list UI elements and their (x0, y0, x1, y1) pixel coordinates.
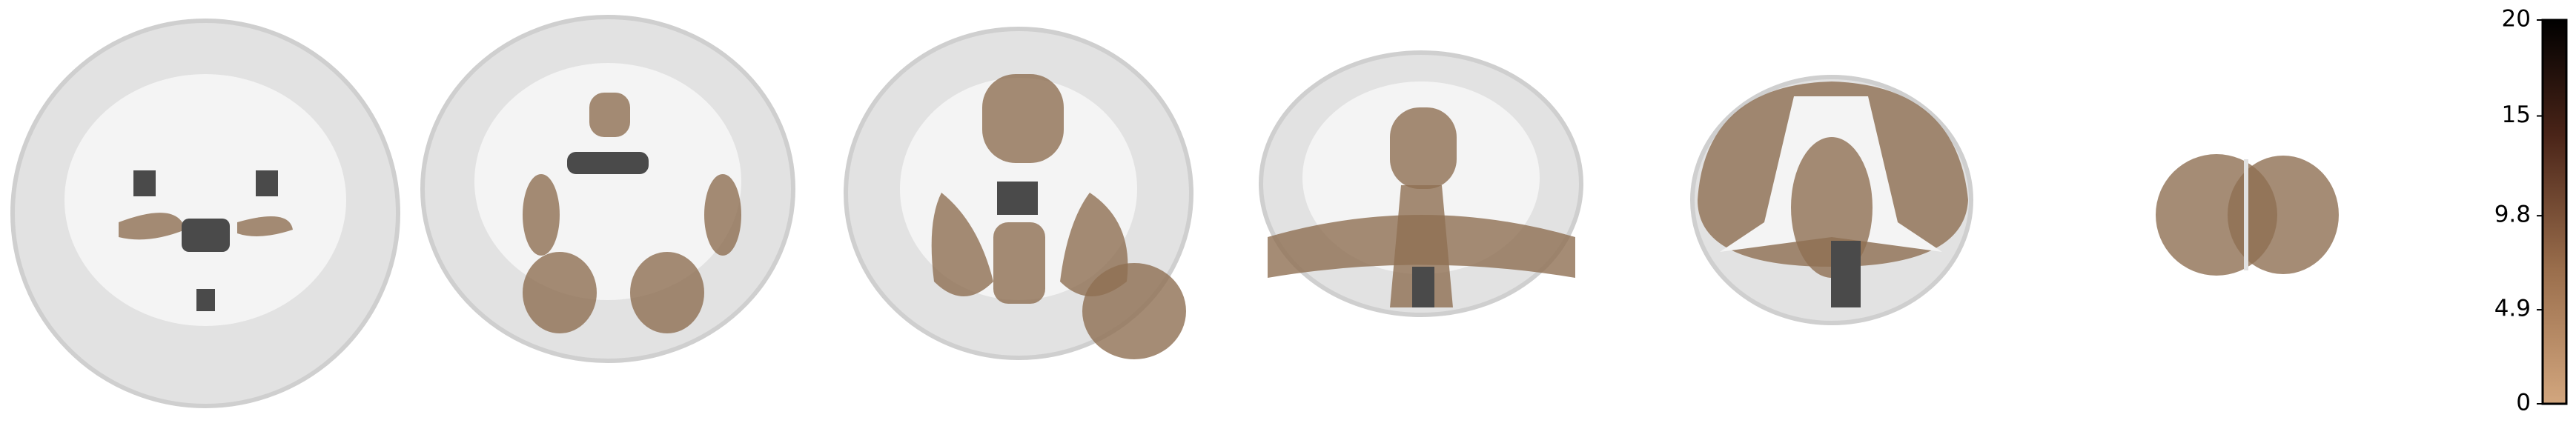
slice (2156, 154, 2339, 276)
tick-label: 15 (2502, 101, 2531, 128)
slice (1259, 50, 1583, 317)
slice (10, 19, 400, 408)
colorbar-gradient (2541, 19, 2568, 405)
tick-label: 9.8 (2494, 202, 2531, 228)
tick-label: 0 (2516, 390, 2531, 416)
slice (844, 27, 1193, 360)
colorbar: 0 4.9 9.8 15 20 (2494, 6, 2568, 416)
slice (1690, 75, 1973, 325)
tick-label: 4.9 (2494, 296, 2531, 322)
tick-label: 20 (2502, 6, 2531, 33)
colorbar-ticks: 0 4.9 9.8 15 20 (2494, 6, 2543, 416)
slice (420, 15, 795, 363)
